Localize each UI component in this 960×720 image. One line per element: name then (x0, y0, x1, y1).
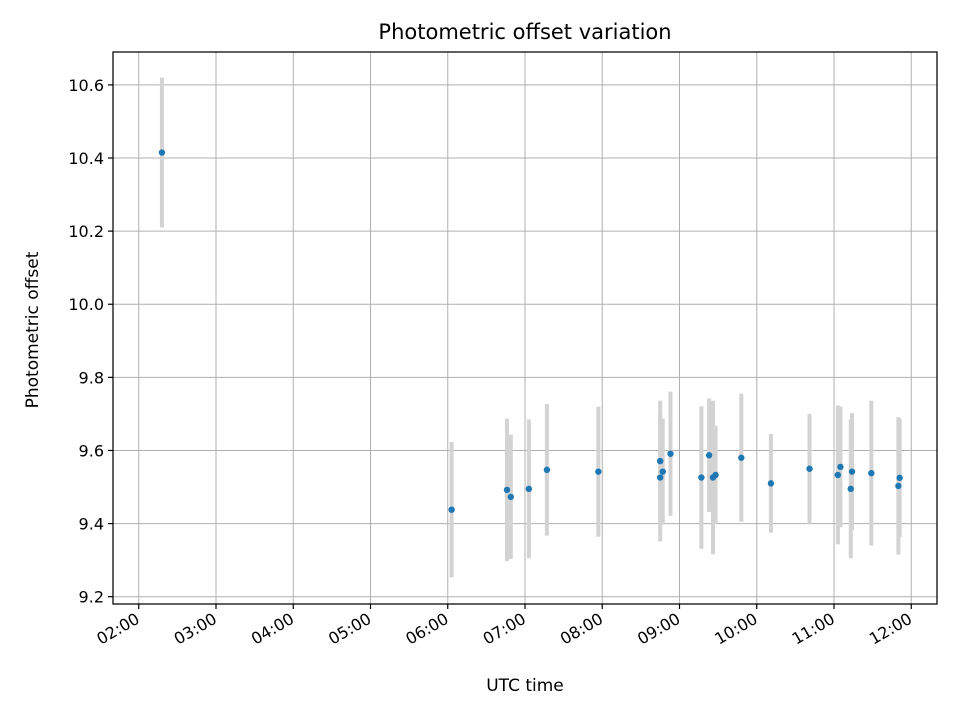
data-point (705, 452, 713, 459)
grid (113, 52, 937, 604)
data-point (837, 463, 844, 471)
data-point (868, 469, 875, 477)
chart-title: Photometric offset variation (378, 20, 671, 44)
data-point (712, 471, 719, 479)
data-point (848, 468, 856, 475)
data-point (525, 485, 533, 493)
y-tick-label: 10.4 (68, 149, 104, 168)
y-tick-label: 10.2 (68, 222, 104, 241)
data-point (507, 493, 515, 501)
data-point (738, 454, 745, 461)
y-tick-label: 10.6 (68, 76, 104, 95)
y-tick-label: 9.8 (79, 368, 104, 387)
data-point (659, 468, 666, 475)
data-point (698, 474, 705, 481)
data-point (543, 466, 551, 474)
data-point (834, 471, 842, 479)
data-point (595, 468, 602, 475)
data-points (158, 149, 903, 513)
data-point (895, 482, 902, 490)
y-axis-label: Photometric offset (23, 251, 43, 408)
y-tick-label: 10.0 (68, 295, 104, 314)
y-tick-label: 9.2 (79, 588, 104, 607)
data-point (667, 450, 674, 457)
data-point (847, 485, 854, 493)
data-point (896, 474, 903, 482)
data-point (656, 474, 664, 481)
data-point (767, 480, 775, 487)
y-tick-label: 9.4 (79, 515, 104, 534)
data-point (656, 457, 664, 465)
x-axis-label: UTC time (486, 676, 564, 696)
data-point (448, 506, 455, 513)
data-point (503, 486, 511, 494)
y-axis-ticks: 9.2 9.4 9.6 9.8 10.0 10.2 10.4 10.6 (68, 76, 113, 607)
y-tick-label: 9.6 (79, 441, 104, 460)
data-point (158, 149, 166, 156)
data-point (806, 465, 813, 472)
